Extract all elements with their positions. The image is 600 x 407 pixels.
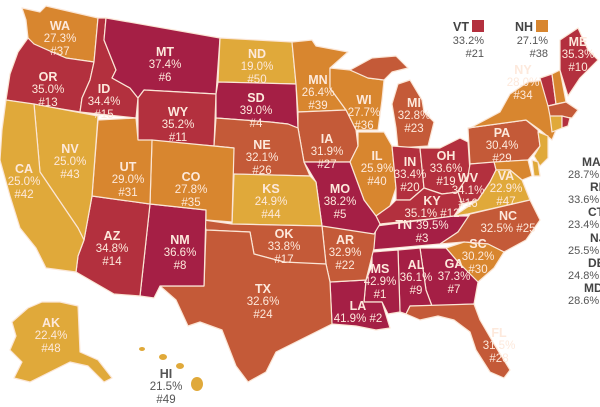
side-ma: MA 28.7% xyxy=(568,155,600,182)
state-ri[interactable] xyxy=(561,115,571,129)
side-nj: NJ25.5% xyxy=(568,231,600,258)
state-ia[interactable] xyxy=(297,109,359,163)
legend-nh: NH 27.1% #38 xyxy=(514,20,548,60)
side-de: DE24.8% xyxy=(568,256,600,283)
state-tx[interactable] xyxy=(159,229,333,383)
side-ct: CT23.4% xyxy=(568,205,600,232)
state-de[interactable] xyxy=(531,159,541,177)
state-ca[interactable] xyxy=(0,99,85,273)
side-ri: RI33.6% xyxy=(568,180,600,207)
state-nj[interactable] xyxy=(533,131,549,167)
state-nd[interactable] xyxy=(217,37,297,85)
side-md: MD 28.6% xyxy=(568,281,600,308)
state-ct[interactable] xyxy=(549,115,563,133)
vt-color-swatch xyxy=(472,20,484,32)
state-mt[interactable] xyxy=(103,17,221,99)
state-hi-island-1[interactable] xyxy=(139,347,145,351)
state-ak[interactable] xyxy=(9,301,113,383)
state-nm[interactable] xyxy=(139,203,207,299)
state-va[interactable] xyxy=(453,169,531,217)
state-ks[interactable] xyxy=(231,173,323,227)
state-wy[interactable] xyxy=(137,89,217,147)
state-ma[interactable] xyxy=(547,101,579,119)
state-fl[interactable] xyxy=(405,303,511,379)
state-hi-island-3[interactable] xyxy=(176,363,184,369)
state-mi[interactable] xyxy=(349,55,409,81)
state-hi-island-2[interactable] xyxy=(159,354,167,360)
state-ky[interactable] xyxy=(375,187,463,225)
state-la[interactable] xyxy=(329,279,391,331)
nh-color-swatch xyxy=(536,20,548,32)
legend-vt: VT 33.2% #21 xyxy=(452,20,484,60)
state-me[interactable] xyxy=(559,27,599,97)
state-mi-lower[interactable] xyxy=(391,79,435,149)
state-hi-island-4[interactable] xyxy=(191,377,203,391)
